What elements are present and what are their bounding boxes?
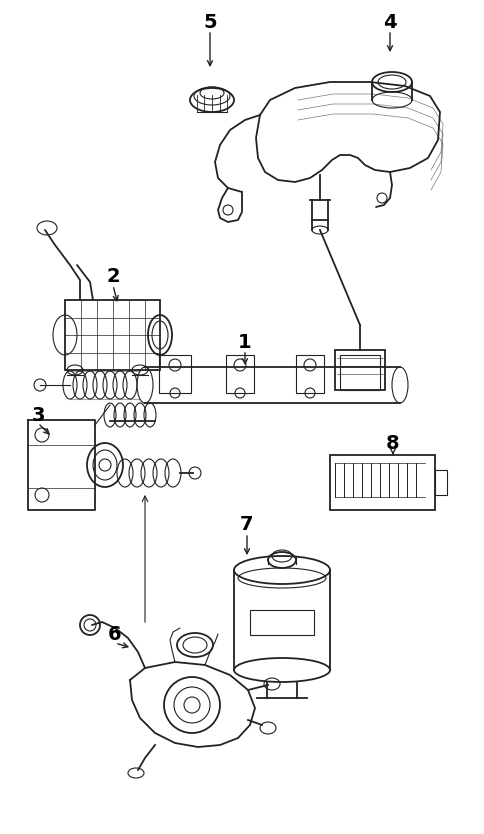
Text: 8: 8 xyxy=(385,434,399,453)
Bar xyxy=(434,470,446,495)
Text: 1: 1 xyxy=(238,333,251,351)
Bar xyxy=(295,355,323,393)
Bar xyxy=(159,355,191,393)
Bar xyxy=(329,455,434,510)
Text: 5: 5 xyxy=(203,13,216,32)
Bar xyxy=(249,610,313,635)
Text: 4: 4 xyxy=(382,13,396,32)
Text: 6: 6 xyxy=(108,626,121,645)
Text: 2: 2 xyxy=(106,268,120,287)
Bar xyxy=(226,355,254,393)
Text: 3: 3 xyxy=(31,405,45,425)
Bar xyxy=(339,355,379,390)
Text: 7: 7 xyxy=(240,515,253,535)
Bar xyxy=(65,300,160,370)
Bar xyxy=(334,350,384,390)
